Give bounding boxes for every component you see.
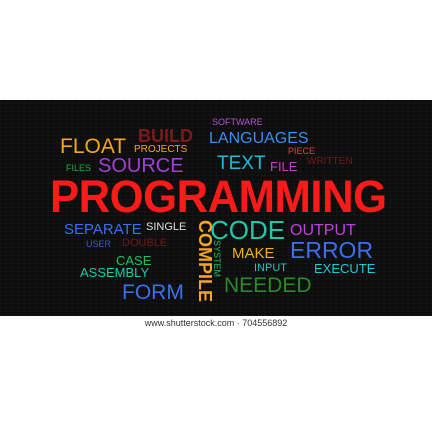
word-make: MAKE — [232, 245, 275, 262]
word-written: WRITTEN — [307, 156, 353, 167]
word-system: SYSTEM — [212, 240, 222, 278]
word-execute: EXECUTE — [314, 261, 376, 276]
word-case: CASE — [116, 253, 152, 268]
word-input: INPUT — [254, 262, 287, 274]
word-user: USER — [86, 239, 112, 249]
word-cloud-banner: SOFTWARE FLOAT BUILD PROJECTS LANGUAGES … — [0, 100, 432, 316]
word-file: FILE — [270, 159, 298, 174]
word-error: ERROR — [290, 237, 374, 263]
word-output: OUTPUT — [290, 222, 356, 239]
word-float: FLOAT — [60, 135, 127, 158]
word-double: DOUBLE — [122, 237, 168, 249]
word-code: CODE — [210, 215, 286, 245]
word-files: FILES — [66, 163, 92, 173]
word-build: BUILD — [138, 126, 193, 146]
word-source: SOURCE — [98, 155, 184, 177]
word-separate: SEPARATE — [64, 221, 142, 238]
watermark-caption: www.shutterstock.com · 704556892 — [144, 318, 288, 328]
word-software: SOFTWARE — [212, 117, 263, 127]
word-projects: PROJECTS — [134, 144, 188, 155]
word-needed: NEEDED — [224, 274, 312, 297]
word-languages: LANGUAGES — [209, 130, 309, 147]
word-programming: PROGRAMMING — [50, 171, 387, 222]
word-text: TEXT — [217, 153, 266, 174]
word-piece: PIECE — [288, 146, 316, 156]
word-form: FORM — [122, 281, 184, 304]
word-single: SINGLE — [146, 221, 187, 233]
word-assembly: ASSEMBLY — [80, 265, 150, 280]
